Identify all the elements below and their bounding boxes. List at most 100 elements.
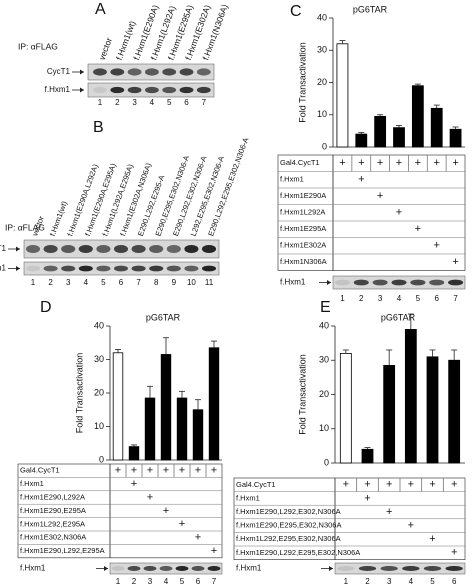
blot-band bbox=[179, 68, 194, 76]
y-tick-label: 30 bbox=[319, 355, 329, 365]
row-label: Gal4.CycT1 bbox=[280, 158, 320, 167]
blot-band bbox=[337, 566, 355, 571]
arrow-head bbox=[104, 566, 108, 571]
y-axis-label: Fold Transactivation bbox=[74, 353, 84, 434]
error-bar bbox=[451, 349, 458, 361]
error-bar bbox=[364, 447, 371, 450]
blot-band bbox=[25, 265, 41, 272]
blot-label: f.Hxm1 bbox=[280, 278, 306, 287]
plus-mark: + bbox=[195, 532, 201, 544]
blot-band bbox=[429, 279, 445, 286]
error-bar bbox=[163, 337, 169, 355]
bar bbox=[355, 133, 368, 148]
error-bar bbox=[377, 114, 384, 117]
plus-mark: + bbox=[429, 533, 435, 545]
plus-mark: + bbox=[364, 492, 370, 504]
row-label: f.Hxm1E290,E295,E302,N306A bbox=[236, 521, 341, 530]
y-tick-label: 30 bbox=[94, 354, 104, 364]
row-label: CycT1 bbox=[47, 67, 71, 76]
blot-band bbox=[402, 566, 420, 571]
plus-mark: + bbox=[131, 478, 137, 490]
arrow-head bbox=[16, 266, 20, 271]
blot-band bbox=[144, 86, 159, 94]
row-label: f.Hxm1 bbox=[280, 175, 304, 184]
plus-mark: + bbox=[163, 505, 169, 517]
row-label: f.Hxm1 bbox=[20, 479, 44, 488]
bar bbox=[176, 397, 188, 461]
lane-number: 1 bbox=[344, 577, 349, 586]
row-label: f.Hxm1E290,L292,E295A bbox=[20, 546, 105, 555]
blot-band bbox=[131, 265, 146, 272]
row-label: f.Hxm1E290,L292,E302,N306A bbox=[236, 507, 341, 516]
plus-mark: + bbox=[195, 465, 201, 477]
blot-band bbox=[410, 279, 426, 286]
blot-band bbox=[179, 86, 194, 94]
lane-number: 1 bbox=[98, 98, 103, 107]
lane-number: 1 bbox=[116, 577, 121, 586]
bar bbox=[383, 364, 396, 464]
lane-number: 4 bbox=[164, 577, 169, 586]
row-label: f.Hxm1E290,L292A bbox=[20, 492, 85, 501]
plus-mark: + bbox=[386, 479, 392, 491]
error-bar bbox=[115, 349, 121, 353]
row-label: f.Hxm1E295A bbox=[280, 224, 326, 233]
blot-band bbox=[96, 244, 111, 254]
error-bar bbox=[429, 349, 436, 357]
error-bar bbox=[433, 104, 440, 109]
blot-band bbox=[196, 68, 211, 76]
plus-mark: + bbox=[131, 465, 137, 477]
row-label: f.Hxm1 bbox=[0, 264, 7, 273]
bar bbox=[411, 85, 424, 148]
lane-number: 5 bbox=[430, 577, 435, 586]
arrow-head bbox=[327, 280, 331, 285]
lane-number: 4 bbox=[150, 98, 155, 107]
bar bbox=[374, 115, 387, 148]
blot-band bbox=[201, 265, 217, 272]
lane-number: 6 bbox=[119, 278, 124, 287]
blot-band bbox=[184, 244, 199, 254]
chart-title: pG6TAR bbox=[381, 312, 416, 322]
error-bar bbox=[452, 126, 459, 130]
plus-mark: + bbox=[147, 465, 153, 477]
blot-band bbox=[127, 68, 142, 76]
y-tick-label: 30 bbox=[317, 45, 327, 55]
row-label: f.Hxm1L292A bbox=[280, 208, 325, 217]
ip-label: IP: αFLAG bbox=[18, 41, 58, 51]
blot-band bbox=[162, 86, 177, 94]
lane-number: 1 bbox=[31, 278, 36, 287]
blot-label: f.Hxm1 bbox=[20, 564, 46, 573]
y-tick-label: 0 bbox=[322, 141, 327, 151]
row-label: f.Hxm1E302,N306A bbox=[20, 533, 86, 542]
blot-band bbox=[334, 279, 350, 286]
plus-mark: + bbox=[377, 157, 383, 169]
lane-number: 10 bbox=[187, 278, 196, 287]
blot-band bbox=[196, 86, 211, 94]
lane-number: 2 bbox=[359, 294, 364, 303]
plus-mark: + bbox=[115, 465, 121, 477]
blot-label: f.Hxm1 bbox=[236, 564, 262, 573]
bar bbox=[336, 43, 349, 148]
row-label: f.Hxm1E302A bbox=[280, 241, 326, 250]
blot-band bbox=[144, 68, 159, 76]
row-label: f.Hxm1 bbox=[236, 493, 260, 502]
blot-band bbox=[207, 566, 221, 571]
blot-strip bbox=[334, 562, 466, 575]
row-label: f.Hxm1E290A bbox=[280, 191, 326, 200]
blot-band bbox=[372, 279, 388, 286]
blot-band bbox=[113, 244, 129, 254]
blot-band bbox=[127, 566, 141, 571]
plus-mark: + bbox=[364, 479, 370, 491]
chart-title: pG6TAR bbox=[353, 4, 388, 14]
error-bar bbox=[131, 444, 137, 447]
plus-mark: + bbox=[433, 157, 439, 169]
blot-band bbox=[93, 86, 107, 94]
y-tick-label: 10 bbox=[319, 423, 329, 433]
plus-mark: + bbox=[415, 157, 421, 169]
plus-mark: + bbox=[211, 465, 217, 477]
blot-band bbox=[175, 566, 189, 571]
plus-mark: + bbox=[451, 479, 457, 491]
lane-number: 6 bbox=[196, 577, 201, 586]
bar bbox=[393, 127, 405, 148]
plus-mark: + bbox=[147, 491, 153, 503]
